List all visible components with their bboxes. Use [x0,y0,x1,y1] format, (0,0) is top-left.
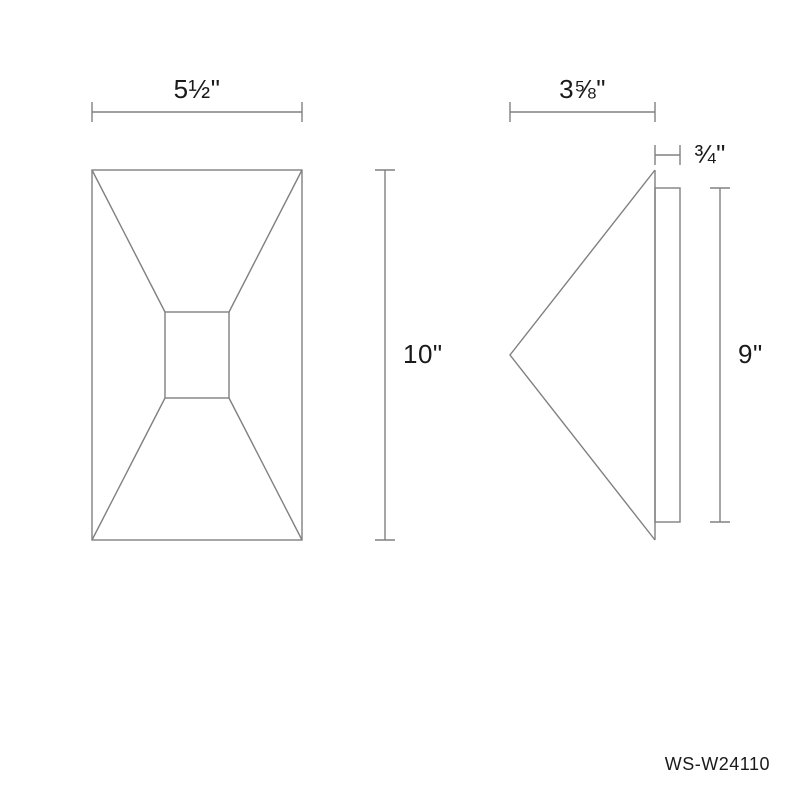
dim-plate-height-label: 9" [738,339,763,369]
front-outline [92,170,302,540]
model-number: WS-W24110 [665,754,770,774]
side-mounting-plate [655,188,680,522]
dim-front-width-label: 5½" [174,74,221,104]
side-body-outline [510,170,655,540]
front-diag-tl [92,170,165,312]
dim-plate-depth-label: ¾" [694,139,726,169]
dim-front-height-label: 10" [403,339,443,369]
front-inner-rect [165,312,229,398]
front-diag-tr [229,170,302,312]
dim-side-depth-label: 3⅝" [559,74,606,104]
front-diag-bl [92,398,165,540]
front-diag-br [229,398,302,540]
technical-drawing: 5½" 10" 3⅝" ¾" 9" WS-W24110 [0,0,800,800]
